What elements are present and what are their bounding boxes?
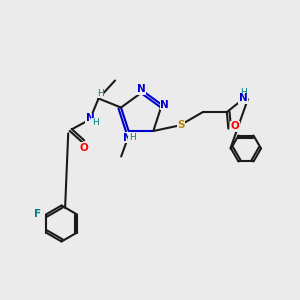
Text: O: O bbox=[231, 122, 239, 131]
Text: N: N bbox=[160, 100, 169, 110]
Text: N: N bbox=[86, 113, 94, 123]
Text: N: N bbox=[239, 93, 248, 103]
Text: N: N bbox=[136, 84, 146, 94]
Text: F: F bbox=[34, 209, 41, 219]
Text: H: H bbox=[240, 88, 247, 97]
Text: O: O bbox=[80, 143, 88, 153]
Text: N: N bbox=[123, 133, 131, 142]
Text: H: H bbox=[129, 133, 136, 142]
Text: S: S bbox=[177, 120, 185, 130]
Text: H: H bbox=[92, 118, 99, 127]
Text: H: H bbox=[97, 89, 104, 98]
